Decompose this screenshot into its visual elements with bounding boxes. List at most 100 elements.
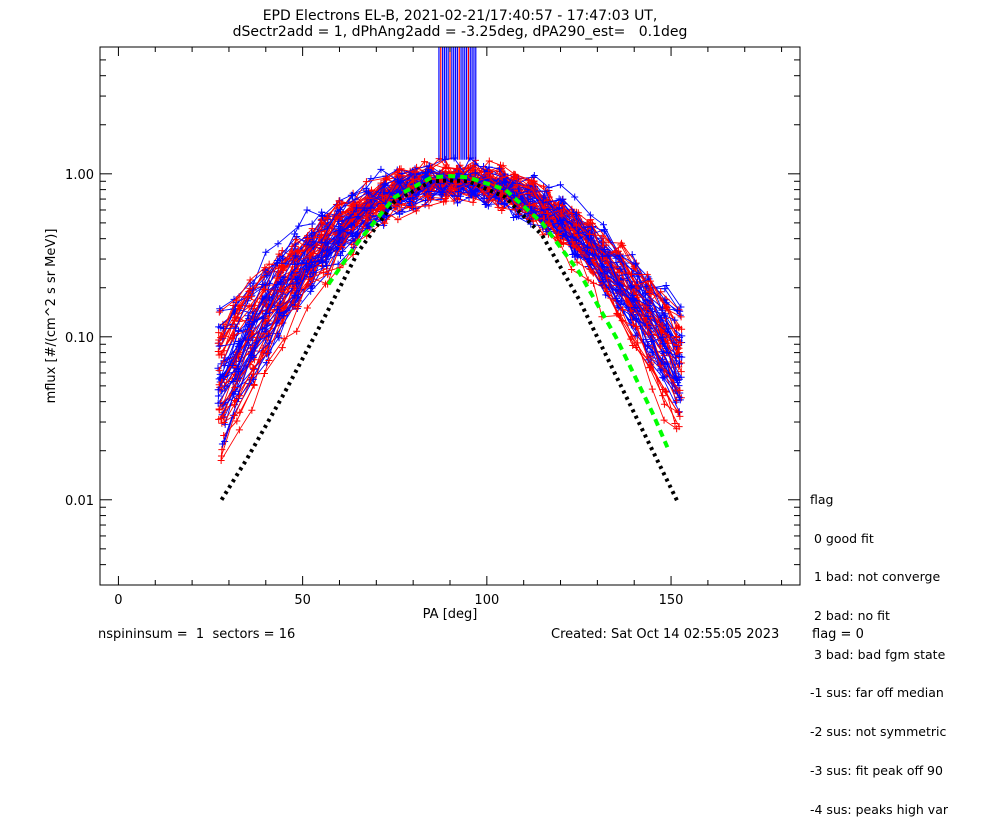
plus-marker — [408, 203, 416, 211]
plus-marker — [644, 312, 652, 320]
plus-marker — [627, 284, 635, 292]
x-tick-label: 0 — [114, 593, 122, 608]
y-axis-label: mflux [#/(cm^2 s sr MeV)] — [44, 229, 59, 404]
chart-title: EPD Electrons EL-B, 2021-02-21/17:40:57 … — [262, 8, 658, 24]
plus-marker — [662, 322, 670, 330]
plus-marker — [250, 344, 258, 352]
plus-marker — [273, 259, 281, 267]
plus-marker — [265, 356, 273, 364]
plus-marker — [351, 195, 359, 203]
plus-marker — [246, 276, 254, 284]
plus-marker — [307, 287, 315, 295]
plus-marker — [604, 251, 612, 259]
plus-marker — [324, 251, 332, 259]
plus-marker — [453, 165, 461, 173]
plus-marker — [501, 178, 509, 186]
plus-marker — [221, 420, 229, 428]
plus-marker — [217, 351, 225, 359]
plus-marker — [617, 265, 625, 273]
plus-marker — [236, 408, 244, 416]
plus-marker — [676, 412, 684, 420]
plus-marker — [376, 205, 384, 213]
plus-marker — [219, 400, 227, 408]
plus-marker — [675, 306, 683, 314]
plus-marker — [337, 243, 345, 251]
y-tick-label: 1.00 — [65, 168, 94, 183]
plus-marker — [530, 177, 538, 185]
plus-marker — [495, 165, 503, 173]
plus-marker — [469, 198, 477, 206]
plus-marker — [529, 186, 537, 194]
plus-marker — [617, 287, 625, 295]
plus-marker — [634, 339, 642, 347]
plus-marker — [309, 238, 317, 246]
plus-marker — [318, 256, 326, 264]
plus-marker — [377, 165, 385, 173]
plus-marker — [245, 321, 253, 329]
plus-marker — [627, 335, 635, 343]
plus-marker — [602, 291, 610, 299]
plus-marker — [317, 216, 325, 224]
plus-marker — [573, 258, 581, 266]
plus-marker — [619, 241, 627, 249]
plus-marker — [442, 197, 450, 205]
plus-marker — [438, 188, 446, 196]
pa-trace — [218, 169, 680, 397]
plus-marker — [559, 240, 567, 248]
plus-marker — [249, 353, 257, 361]
plus-marker — [381, 219, 389, 227]
plus-marker — [215, 366, 223, 374]
plus-marker — [215, 405, 223, 413]
legend-item: -3 sus: fit peak off 90 — [810, 762, 943, 778]
plus-marker — [568, 265, 576, 273]
footer-flag: flag = 0 — [812, 627, 864, 642]
plus-marker — [559, 195, 567, 203]
plus-marker — [260, 285, 268, 293]
plus-marker — [421, 201, 429, 209]
plus-marker — [675, 363, 683, 371]
plus-marker — [423, 192, 431, 200]
plus-marker — [324, 240, 332, 248]
plus-marker — [450, 186, 458, 194]
plus-marker — [525, 201, 533, 209]
plus-marker — [229, 362, 237, 370]
plus-marker — [217, 452, 225, 460]
plus-marker — [544, 209, 552, 217]
plus-marker — [599, 252, 607, 260]
plus-marker — [347, 221, 355, 229]
pa-trace — [221, 180, 679, 457]
plus-marker — [482, 201, 490, 209]
plus-marker — [510, 213, 518, 221]
plus-marker — [308, 282, 316, 290]
plus-marker — [513, 181, 521, 189]
footer-spin-info: nspininsum = 1 sectors = 16 — [98, 627, 296, 642]
plus-marker — [618, 317, 626, 325]
plus-marker — [648, 337, 656, 345]
plus-marker — [248, 406, 256, 414]
y-tick-label: 0.01 — [65, 494, 94, 509]
median-curve — [219, 178, 681, 505]
plus-marker — [661, 285, 669, 293]
flag-legend: flag 0 good fit 1 bad: not converge 2 ba… — [810, 468, 948, 829]
legend-item: 3 bad: bad fgm state — [810, 646, 946, 662]
plus-marker — [614, 279, 622, 287]
plus-marker — [220, 419, 228, 427]
plus-marker — [293, 327, 301, 335]
pa-trace — [224, 178, 680, 387]
plus-marker — [411, 168, 419, 176]
plus-marker — [274, 240, 282, 248]
plus-marker — [648, 385, 656, 393]
plus-marker — [630, 294, 638, 302]
plus-marker — [232, 296, 240, 304]
plus-marker — [235, 304, 243, 312]
plus-marker — [250, 381, 258, 389]
plus-marker — [249, 364, 257, 372]
plus-marker — [335, 197, 343, 205]
plus-marker — [497, 161, 505, 169]
x-tick-label: 150 — [659, 593, 684, 608]
plus-marker — [215, 342, 223, 350]
plus-marker — [572, 210, 580, 218]
plus-marker — [571, 193, 579, 201]
plus-marker — [264, 349, 272, 357]
plus-marker — [363, 201, 371, 209]
